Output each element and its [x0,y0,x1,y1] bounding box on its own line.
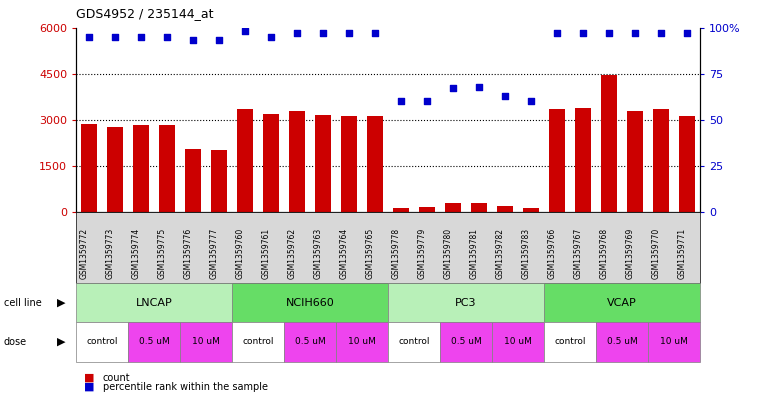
Text: 0.5 uM: 0.5 uM [451,338,482,346]
Text: GSM1359780: GSM1359780 [444,228,453,279]
Bar [627,111,643,212]
Bar [107,127,123,212]
Point [265,33,277,40]
Bar [575,108,591,212]
Text: control: control [554,338,586,346]
Text: GSM1359770: GSM1359770 [652,228,661,279]
Point [603,30,615,36]
Text: GSM1359781: GSM1359781 [470,228,479,279]
Point [655,30,667,36]
Bar [212,150,227,212]
Bar [471,203,487,212]
Point [551,30,563,36]
Bar [237,109,253,212]
Point [577,30,589,36]
Bar [315,115,331,212]
Bar [341,116,357,212]
Text: GSM1359768: GSM1359768 [600,228,609,279]
Point [161,33,174,40]
Text: control: control [242,338,274,346]
Text: PC3: PC3 [455,298,477,308]
Text: GSM1359777: GSM1359777 [210,228,219,279]
Point [525,98,537,105]
Text: GSM1359765: GSM1359765 [366,228,375,279]
Bar [680,116,695,212]
Text: GSM1359761: GSM1359761 [262,228,271,279]
Point [369,30,381,36]
Text: GSM1359760: GSM1359760 [236,228,245,279]
Text: GSM1359782: GSM1359782 [496,228,505,279]
Text: GSM1359762: GSM1359762 [288,228,297,279]
Point [499,93,511,99]
Point [447,85,459,92]
Text: VCAP: VCAP [607,298,637,308]
Text: ▶: ▶ [56,298,65,308]
Text: GSM1359763: GSM1359763 [314,228,323,279]
Point [109,33,121,40]
Point [291,30,303,36]
Text: GSM1359783: GSM1359783 [522,228,531,279]
Text: GSM1359774: GSM1359774 [132,228,141,279]
Point [343,30,355,36]
Text: 0.5 uM: 0.5 uM [607,338,638,346]
Text: GSM1359775: GSM1359775 [158,228,167,279]
Text: GSM1359773: GSM1359773 [106,228,115,279]
Point [317,30,330,36]
Bar [289,111,305,212]
Bar [549,109,565,212]
Point [629,30,642,36]
Text: GSM1359764: GSM1359764 [340,228,349,279]
Text: 10 uM: 10 uM [349,338,376,346]
Point [135,33,147,40]
Text: GSM1359766: GSM1359766 [548,228,557,279]
Text: 10 uM: 10 uM [193,338,220,346]
Bar [419,207,435,212]
Text: ■: ■ [84,373,94,383]
Text: 0.5 uM: 0.5 uM [295,338,326,346]
Text: 10 uM: 10 uM [661,338,688,346]
Point [473,83,486,90]
Text: GSM1359779: GSM1359779 [418,228,427,279]
Text: GSM1359771: GSM1359771 [678,228,687,279]
Bar [445,203,461,212]
Point [83,33,95,40]
Bar [159,125,175,212]
Bar [263,114,279,212]
Point [395,98,407,105]
Text: cell line: cell line [4,298,42,308]
Text: dose: dose [4,337,27,347]
Bar [601,75,617,212]
Point [681,30,693,36]
Text: control: control [398,338,430,346]
Text: NCIH660: NCIH660 [285,298,335,308]
Point [421,98,433,105]
Bar [524,208,539,212]
Bar [133,125,149,212]
Text: GDS4952 / 235144_at: GDS4952 / 235144_at [76,7,214,20]
Text: LNCAP: LNCAP [135,298,173,308]
Point [239,28,251,34]
Bar [393,208,409,212]
Text: ■: ■ [84,382,94,392]
Text: control: control [86,338,118,346]
Bar [497,206,513,212]
Text: 0.5 uM: 0.5 uM [139,338,170,346]
Text: GSM1359776: GSM1359776 [184,228,193,279]
Text: percentile rank within the sample: percentile rank within the sample [103,382,268,392]
Text: 10 uM: 10 uM [505,338,532,346]
Bar [653,109,669,212]
Text: GSM1359772: GSM1359772 [80,228,89,279]
Point [213,37,225,44]
Text: GSM1359769: GSM1359769 [626,228,635,279]
Bar [186,149,201,212]
Bar [81,125,97,212]
Text: count: count [103,373,130,383]
Bar [368,116,383,212]
Text: GSM1359778: GSM1359778 [392,228,401,279]
Text: ▶: ▶ [56,337,65,347]
Text: GSM1359767: GSM1359767 [574,228,583,279]
Point [187,37,199,44]
